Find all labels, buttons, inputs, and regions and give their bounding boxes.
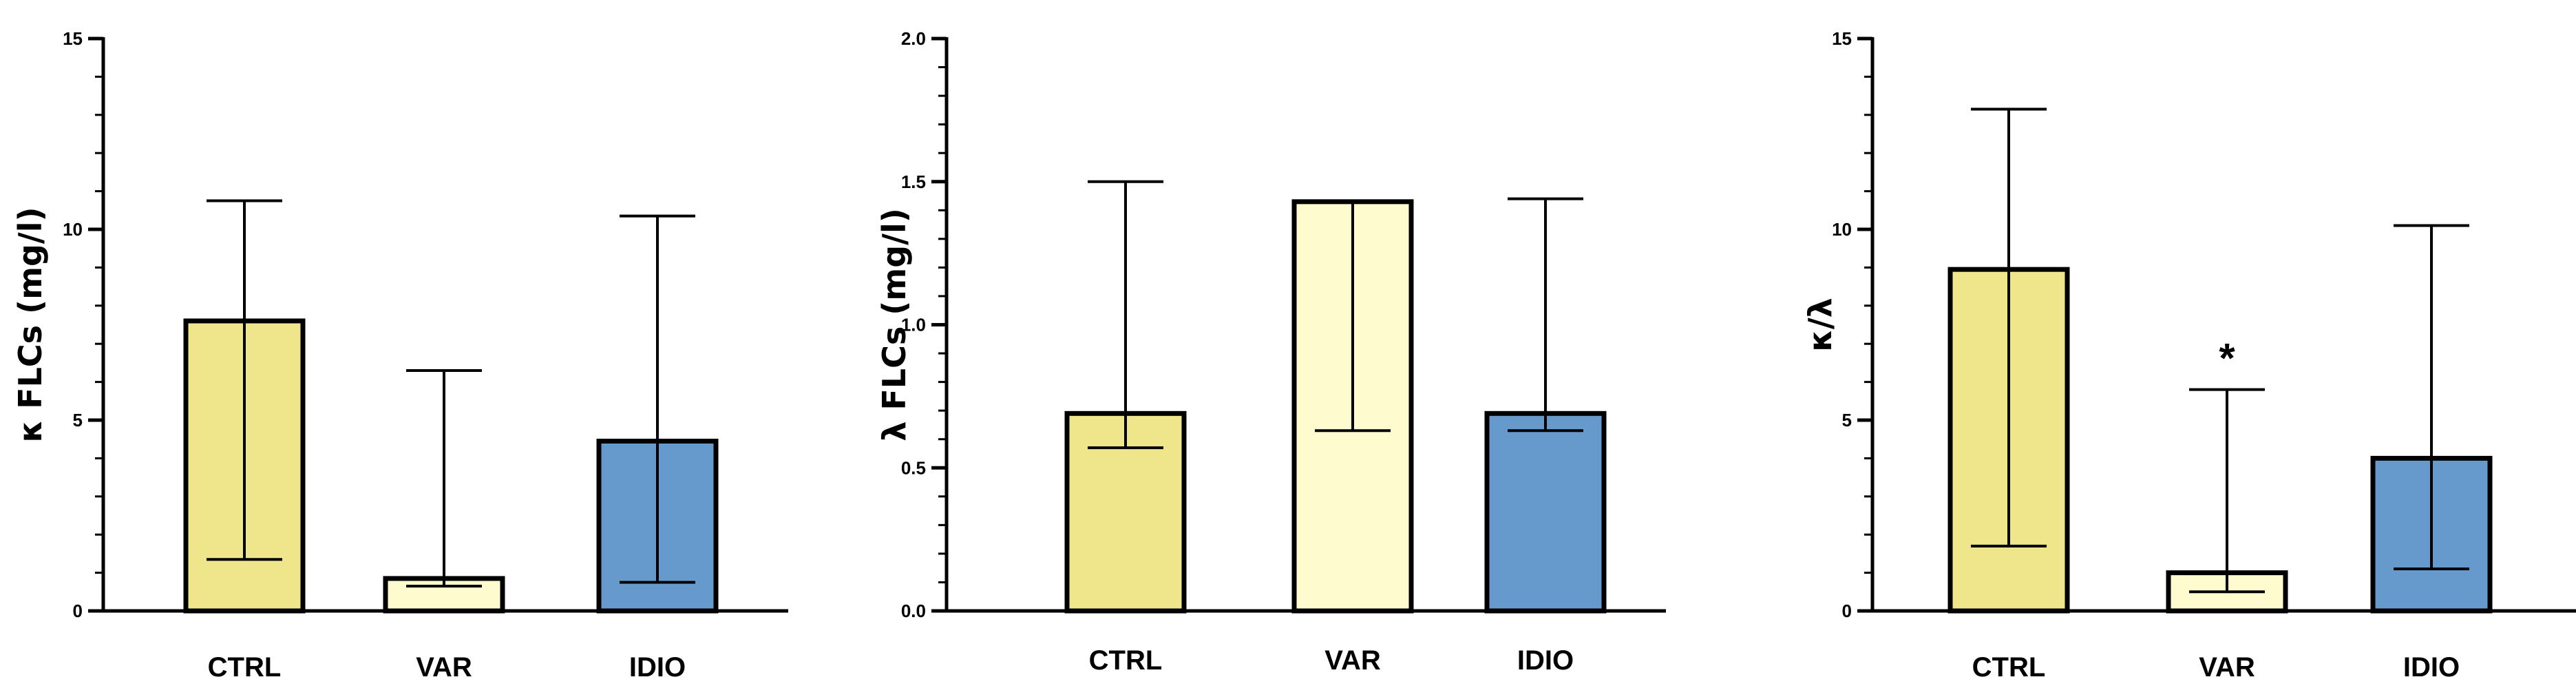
y-axis-title: λ FLCs (mg/l) <box>876 208 913 441</box>
y-tick-label: 0 <box>1842 601 1852 621</box>
bar-idio <box>1484 410 1607 614</box>
chart-panel-3: 0 5 10 15 CTRL VAR IDIO κ/λ * <box>1802 28 2576 683</box>
y-tick-label: 5 <box>1842 410 1852 430</box>
y-tick-label: 0.0 <box>901 601 926 621</box>
y-tick-label: 10 <box>1832 219 1852 240</box>
y-axis-title: κ/λ <box>1802 298 1839 352</box>
x-category-label-var: VAR <box>1324 645 1381 676</box>
x-category-label-ctrl: CTRL <box>1089 645 1163 676</box>
x-category-label-var: VAR <box>416 652 472 683</box>
chart-panel-1: 0 5 10 15 CTRL VAR IDIO κ FLCs (mg/l) <box>12 28 788 683</box>
y-axis-title: κ FLCs (mg/l) <box>12 207 49 442</box>
y-tick-label: 5 <box>73 410 83 430</box>
x-category-label-idio: IDIO <box>2403 652 2460 683</box>
x-category-label-var: VAR <box>2199 652 2255 683</box>
y-tick-label: 1.0 <box>901 315 926 335</box>
x-category-label-idio: IDIO <box>629 652 686 683</box>
y-tick-label: 0 <box>73 601 83 621</box>
y-tick-label: 2.0 <box>901 28 926 49</box>
x-category-label-ctrl: CTRL <box>208 652 282 683</box>
y-tick-label: 10 <box>63 219 83 240</box>
x-category-label-ctrl: CTRL <box>1972 652 2046 683</box>
y-tick-label: 0.5 <box>901 457 926 478</box>
y-tick-label: 15 <box>1832 28 1852 49</box>
y-tick-label: 1.5 <box>901 171 926 192</box>
x-category-label-idio: IDIO <box>1517 645 1574 676</box>
chart-panel-2: 0.0 0.5 1.0 1.5 2.0 CTRL VAR IDIO λ FLCs (mg/l) <box>876 28 1666 676</box>
y-tick-label: 15 <box>63 28 83 49</box>
significance-asterisk: * <box>2219 335 2235 382</box>
